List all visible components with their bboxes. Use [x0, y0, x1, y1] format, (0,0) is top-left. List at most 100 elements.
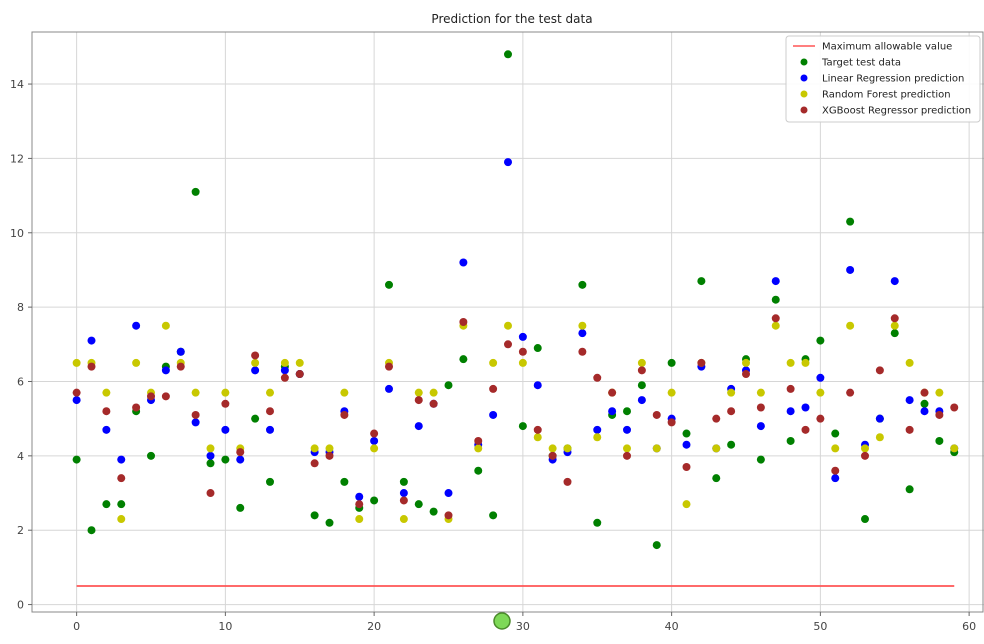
xgboost-point — [756, 403, 765, 412]
linear-regression-point — [176, 347, 185, 356]
random-forest-point — [801, 358, 810, 367]
y-tick-label: 8 — [17, 301, 24, 314]
random-forest-point — [266, 388, 274, 397]
linear-regression-point — [385, 384, 393, 393]
xgboost-point — [890, 314, 899, 323]
target-point — [593, 518, 602, 527]
linear-regression-point — [801, 403, 810, 412]
xgboost-point — [697, 358, 706, 367]
y-tick-label: 12 — [10, 152, 24, 165]
xgboost-point — [578, 347, 587, 356]
x-tick-label: 60 — [962, 620, 976, 633]
random-forest-point — [161, 321, 170, 330]
target-point — [637, 381, 646, 390]
xgboost-point — [712, 414, 721, 423]
xgboost-point — [444, 511, 453, 520]
random-forest-point — [325, 444, 334, 453]
xgboost-point — [325, 451, 334, 460]
linear-regression-point — [236, 455, 245, 464]
x-tick-label: 50 — [813, 620, 827, 633]
linear-regression-point — [102, 425, 111, 434]
legend-label-reference: Maximum allowable value — [822, 42, 952, 53]
xgboost-point — [161, 392, 170, 401]
linear-regression-point — [578, 329, 587, 338]
random-forest-point — [132, 358, 141, 367]
legend-swatch-linear — [800, 74, 808, 82]
xgboost-point — [920, 388, 929, 397]
xgboost-point — [414, 396, 423, 405]
linear-regression-point — [533, 381, 542, 390]
target-point — [251, 414, 260, 423]
linear-regression-point — [399, 489, 408, 498]
target-point — [890, 329, 899, 338]
target-point — [325, 518, 334, 527]
random-forest-point — [861, 444, 869, 453]
legend-label-forest: Random Forest prediction — [822, 90, 951, 101]
xgboost-point — [652, 410, 661, 419]
xgboost-point — [682, 463, 691, 471]
target-point — [191, 187, 200, 196]
xgboost-point — [861, 451, 869, 460]
legend-label-target: Target test data — [821, 58, 901, 69]
x-tick-label: 10 — [218, 620, 232, 633]
random-forest-point — [831, 444, 840, 453]
random-forest-point — [117, 515, 126, 524]
xgboost-point — [266, 407, 274, 416]
linear-regression-point — [266, 425, 274, 434]
random-forest-point — [295, 358, 304, 367]
linear-regression-point — [504, 158, 512, 167]
target-point — [623, 407, 631, 416]
xgboost-point — [548, 451, 557, 460]
target-point — [459, 355, 468, 364]
x-tick-label: 20 — [367, 620, 381, 633]
random-forest-point — [533, 433, 542, 442]
xgboost-point — [399, 496, 408, 505]
xgboost-point — [280, 373, 289, 382]
linear-regression-point — [890, 277, 899, 286]
xgboost-point — [816, 414, 825, 423]
xgboost-point — [102, 407, 111, 416]
linear-regression-point — [875, 414, 884, 423]
random-forest-point — [742, 358, 750, 367]
linear-regression-point — [191, 418, 200, 427]
mouse-cursor-indicator — [493, 612, 511, 630]
target-point — [905, 485, 914, 494]
target-point — [72, 455, 81, 464]
xgboost-point — [117, 474, 126, 483]
y-tick-label: 6 — [17, 375, 24, 388]
legend-swatch-xgboost — [800, 106, 808, 114]
xgboost-point — [355, 500, 364, 509]
random-forest-point — [950, 444, 959, 453]
xgboost-point — [905, 425, 914, 434]
linear-regression-point — [771, 277, 780, 286]
legend-label-linear: Linear Regression prediction — [822, 74, 964, 85]
xgboost-point — [206, 489, 215, 498]
target-point — [399, 477, 408, 486]
target-point — [667, 358, 676, 367]
xgboost-point — [221, 399, 230, 408]
xgboost-point — [474, 436, 483, 445]
xgboost-point — [846, 388, 855, 397]
x-tick-label: 0 — [73, 620, 80, 633]
random-forest-point — [206, 444, 215, 453]
xgboost-point — [459, 318, 468, 326]
xgboost-point — [637, 366, 646, 375]
y-tick-label: 10 — [10, 227, 24, 240]
target-point — [712, 474, 721, 483]
random-forest-point — [623, 444, 631, 453]
xgboost-point — [667, 418, 676, 427]
xgboost-point — [727, 407, 736, 416]
target-point — [310, 511, 319, 520]
random-forest-point — [712, 444, 721, 453]
random-forest-point — [280, 358, 289, 367]
random-forest-point — [563, 444, 572, 453]
linear-regression-point — [831, 474, 840, 483]
target-point — [87, 526, 96, 535]
xgboost-point — [831, 466, 840, 475]
linear-regression-point — [370, 436, 379, 445]
linear-regression-point — [459, 258, 468, 267]
linear-regression-point — [414, 422, 423, 431]
target-point — [102, 500, 111, 509]
random-forest-point — [727, 388, 736, 397]
legend: Maximum allowable value Target test data… — [785, 35, 981, 123]
